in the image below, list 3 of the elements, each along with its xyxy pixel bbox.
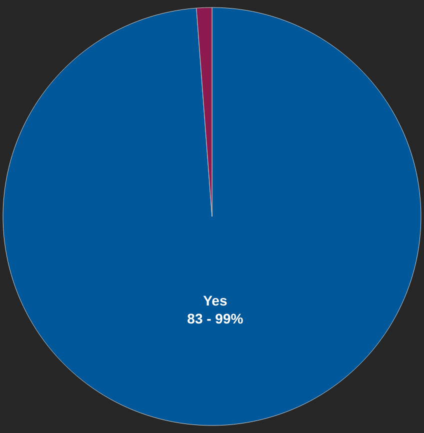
pie-slice <box>3 7 422 426</box>
slice-label: Yes <box>203 292 228 308</box>
data-label: 83 - 99% <box>187 310 244 326</box>
